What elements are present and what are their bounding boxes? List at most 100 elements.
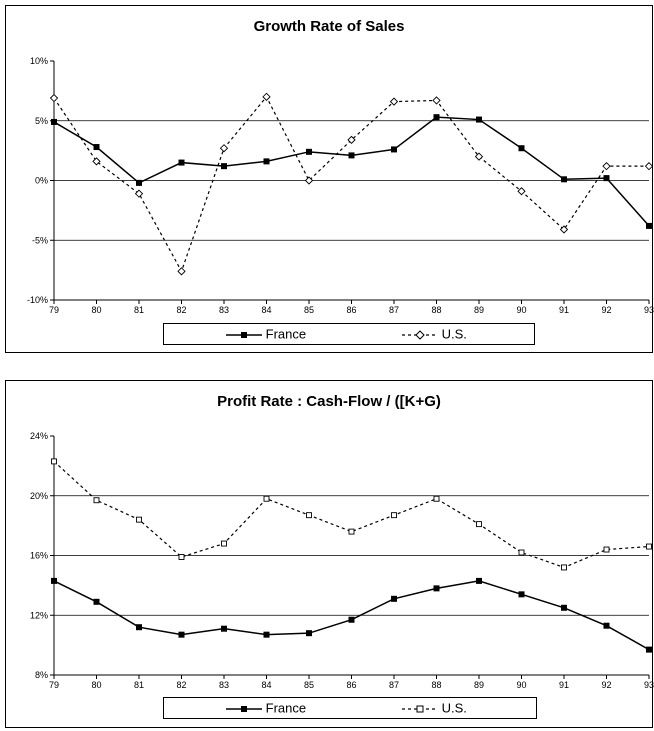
data-point-france <box>476 116 482 123</box>
chart-legend: France U.S. <box>163 323 535 345</box>
x-tick-label: 83 <box>219 305 229 315</box>
legend-label-france: France <box>265 700 307 716</box>
legend-item-france: France <box>226 700 306 716</box>
legend-swatch-france <box>226 705 262 712</box>
data-point-us <box>644 162 654 171</box>
data-point-us <box>93 497 100 504</box>
data-point-france <box>476 577 482 584</box>
series-line-france <box>53 116 650 227</box>
data-point-us <box>476 521 482 528</box>
x-tick-label: 91 <box>559 680 569 690</box>
data-point-us <box>51 458 57 465</box>
x-tick-label: 81 <box>134 680 144 690</box>
data-point-france <box>391 595 397 602</box>
data-point-france <box>348 616 355 623</box>
x-tick-label: 82 <box>176 305 186 315</box>
data-point-us <box>347 135 356 145</box>
data-point-us <box>49 93 59 103</box>
legend-item-france: France <box>226 326 306 342</box>
data-point-us <box>391 512 397 519</box>
series-line-us <box>53 95 649 273</box>
legend-item-us: U.S. <box>402 700 467 716</box>
data-point-france <box>136 179 142 186</box>
data-point-france <box>221 163 227 170</box>
chart-legend: France U.S. <box>163 697 537 719</box>
x-tick-label: 89 <box>474 305 484 315</box>
x-tick-label: 84 <box>261 680 271 690</box>
legend-swatch-france <box>226 331 262 338</box>
data-point-france <box>306 630 312 637</box>
data-point-france <box>221 625 227 632</box>
data-point-us <box>348 528 355 535</box>
data-point-us <box>221 540 227 547</box>
data-point-us <box>433 495 440 502</box>
x-tick-label: 81 <box>134 305 144 315</box>
y-tick-label: 24% <box>30 431 48 441</box>
x-tick-label: 80 <box>91 680 101 690</box>
legend-item-us: U.S. <box>402 326 467 342</box>
data-point-france <box>391 146 397 153</box>
data-point-us <box>219 144 229 153</box>
x-tick-label: 79 <box>49 305 59 315</box>
y-tick-label: 12% <box>30 610 48 620</box>
x-tick-label: 87 <box>389 680 399 690</box>
x-tick-label: 82 <box>176 680 186 690</box>
data-point-us <box>646 543 652 550</box>
data-point-france <box>263 631 270 638</box>
data-point-us <box>518 549 525 556</box>
data-point-france <box>51 577 57 584</box>
data-point-france <box>306 148 312 155</box>
x-tick-label: 93 <box>644 305 654 315</box>
y-tick-label: 5% <box>35 116 48 126</box>
y-tick-label: 20% <box>30 491 48 501</box>
data-point-france <box>518 591 525 598</box>
data-point-us <box>134 189 144 198</box>
chart-title: Growth Rate of Sales <box>253 18 405 35</box>
profit-chart-plot: 24% 20% 16% 12% 8%79 80 81 82 83 84 85 86 87 88 89 90 91… <box>30 431 654 690</box>
data-point-us <box>92 157 101 166</box>
data-point-france <box>433 585 440 592</box>
legend-swatch-us <box>402 329 438 340</box>
x-tick-label: 83 <box>219 680 229 690</box>
x-tick-label: 90 <box>516 680 526 690</box>
data-point-us <box>136 516 142 523</box>
data-point-france <box>433 114 440 121</box>
data-point-us <box>262 92 271 101</box>
data-point-us <box>432 96 441 105</box>
data-point-france <box>646 646 652 653</box>
profit-chart-panel: Profit Rate : Cash-Flow / ([K+G) 24% 20% 1… <box>5 380 654 728</box>
data-point-us <box>474 152 484 161</box>
data-point-france <box>136 624 142 631</box>
data-point-france <box>51 118 57 125</box>
data-point-us <box>306 512 312 519</box>
data-point-france <box>518 145 525 152</box>
x-tick-label: 90 <box>516 305 526 315</box>
x-tick-label: 84 <box>261 305 271 315</box>
growth-chart-plot: 10% 5% 0% -5% -10%79 80 81 82 83 84 85 86 87 88 89 90 91… <box>27 56 654 315</box>
data-point-us <box>389 97 399 106</box>
data-point-france <box>603 175 610 182</box>
x-tick-label: 85 <box>304 305 314 315</box>
legend-swatch-us <box>402 705 438 713</box>
legend-label-us: U.S. <box>441 700 467 716</box>
data-point-france <box>178 159 185 166</box>
y-tick-label: 10% <box>30 56 48 66</box>
series-line-us <box>53 460 650 569</box>
legend-label-us: U.S. <box>441 326 467 342</box>
y-tick-label: 16% <box>30 551 48 561</box>
x-tick-label: 91 <box>559 305 569 315</box>
data-point-france <box>603 622 610 629</box>
y-tick-label: 8% <box>35 670 48 680</box>
data-point-france <box>561 176 567 183</box>
x-tick-label: 86 <box>346 305 356 315</box>
x-tick-label: 89 <box>474 680 484 690</box>
x-tick-label: 87 <box>389 305 399 315</box>
y-tick-label: 0% <box>35 176 48 186</box>
chart-title: Profit Rate : Cash-Flow / ([K+G) <box>217 393 441 410</box>
data-point-us <box>178 554 185 560</box>
data-point-france <box>348 152 355 159</box>
growth-chart-panel: Growth Rate of Sales 10% 5% 0% -5% -10% 79 80 8… <box>5 5 654 353</box>
x-tick-label: 88 <box>431 680 441 690</box>
data-point-us <box>559 225 569 234</box>
data-point-france <box>93 598 100 605</box>
